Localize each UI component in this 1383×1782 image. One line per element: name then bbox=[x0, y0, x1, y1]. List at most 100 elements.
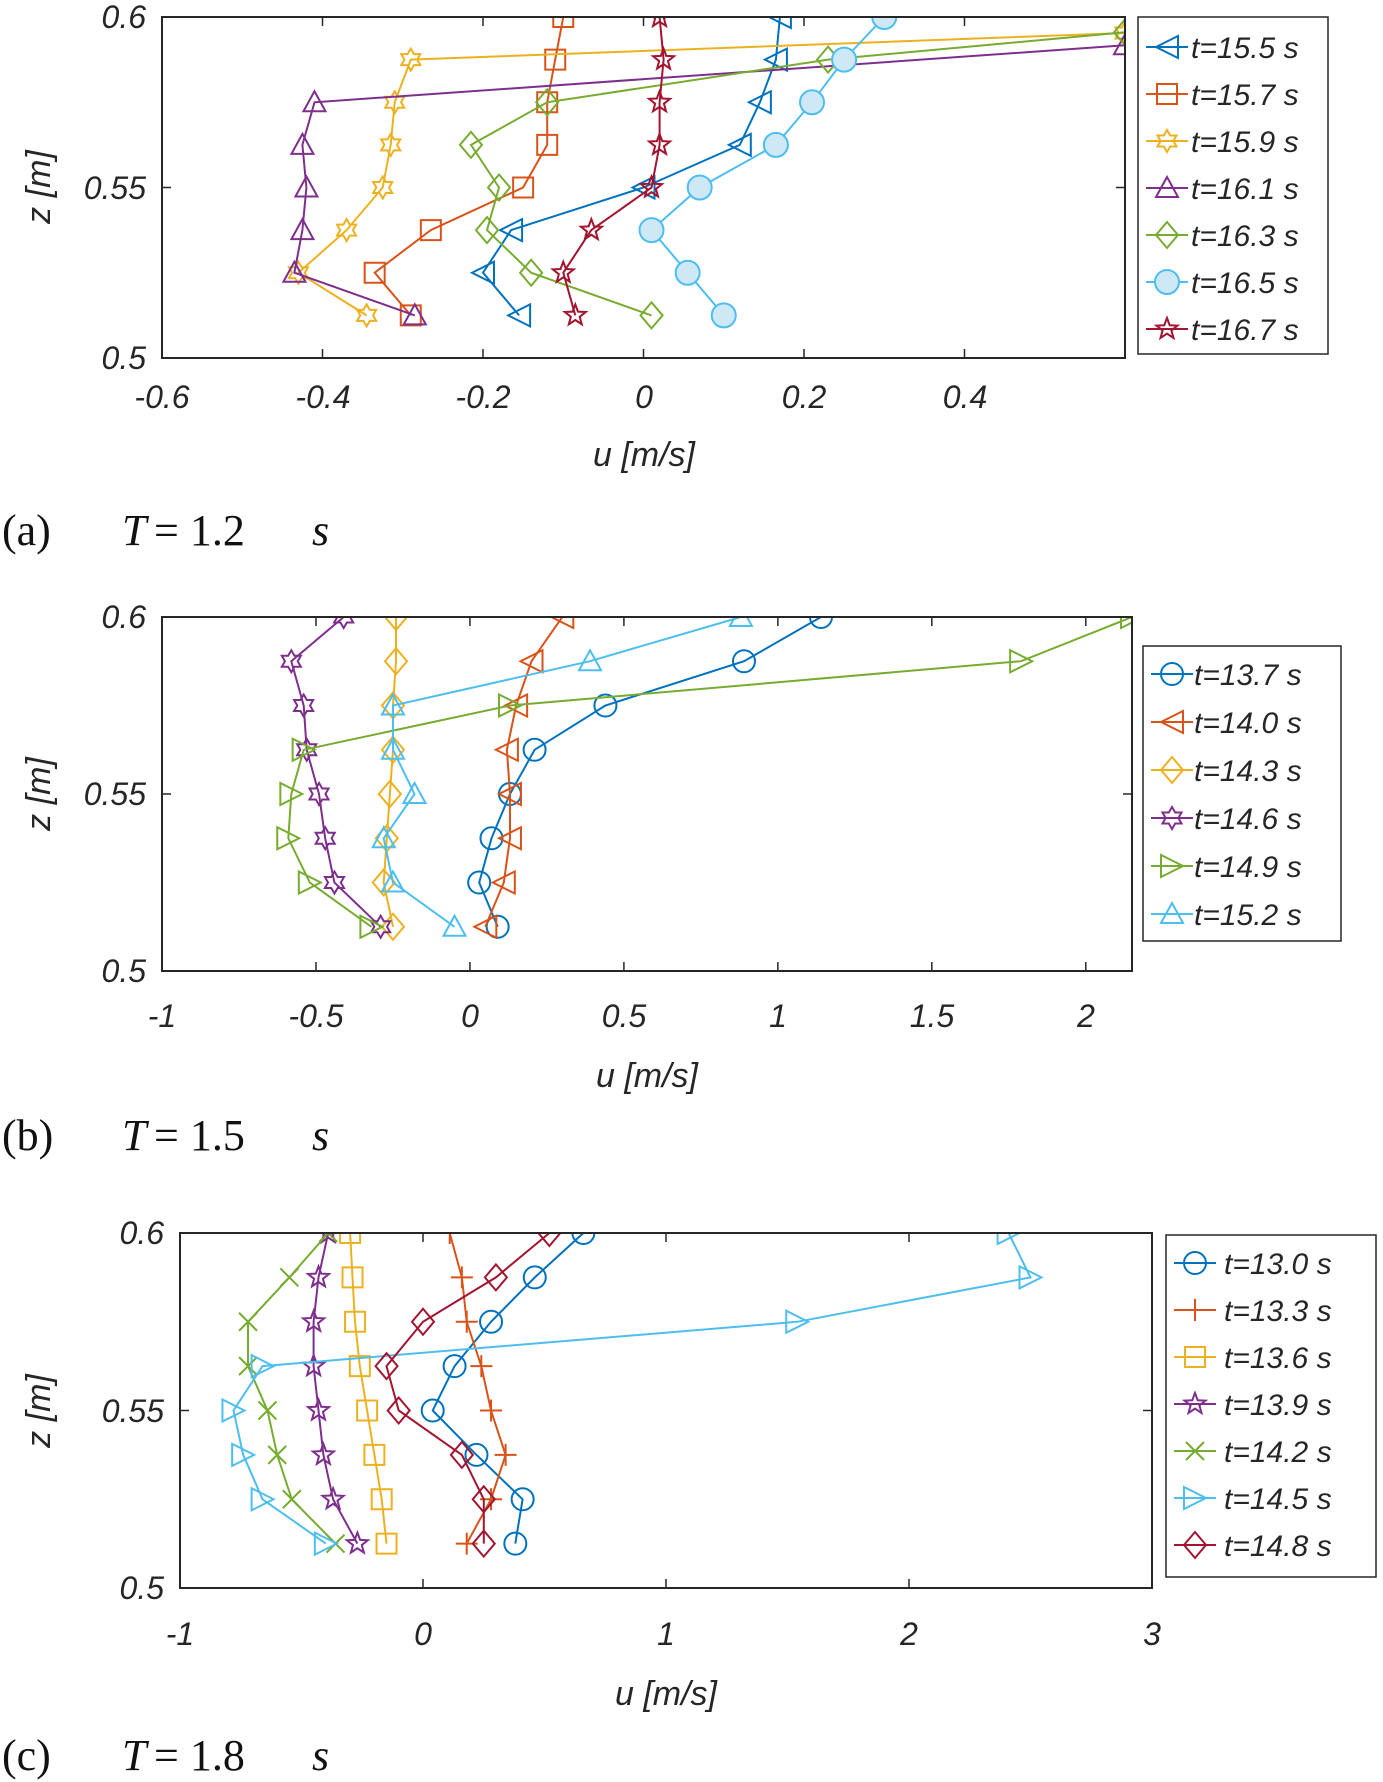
data-point bbox=[505, 302, 532, 328]
caption-var: T bbox=[122, 506, 150, 555]
panel-a-ytick-label: 0.6 bbox=[102, 0, 147, 35]
data-point bbox=[485, 914, 510, 939]
series-t-16.7-s bbox=[550, 17, 677, 327]
panel-c-xtick-label: 0 bbox=[414, 1616, 432, 1652]
data-point bbox=[332, 617, 355, 630]
panel-a-xtick-label: 0 bbox=[635, 379, 653, 415]
data-point bbox=[279, 781, 305, 807]
data-point bbox=[399, 46, 423, 73]
data-point bbox=[1113, 20, 1125, 47]
legend-swatch bbox=[1174, 1390, 1216, 1416]
series-line bbox=[478, 617, 822, 928]
data-point bbox=[470, 1355, 493, 1378]
panel-c-xtick-label: -1 bbox=[166, 1616, 194, 1652]
legend-marker bbox=[1154, 174, 1180, 198]
legend-swatch bbox=[1174, 1299, 1216, 1321]
data-point bbox=[305, 1263, 332, 1289]
series-t-14.9-s bbox=[276, 617, 1132, 940]
panel-a: -0.6 -0.4 -0.2 0 0.2 0.4 0.5 0.55 0.6 u … bbox=[2, 0, 1329, 555]
data-point bbox=[320, 1233, 337, 1245]
panel-a-legend-box bbox=[1137, 16, 1329, 355]
caption-var: T bbox=[122, 1731, 150, 1780]
data-point bbox=[467, 870, 492, 895]
legend-swatch bbox=[1151, 853, 1193, 879]
data-point bbox=[831, 46, 858, 73]
data-point bbox=[646, 131, 673, 157]
data-point bbox=[550, 258, 577, 284]
panel-a-ylabel: z [m] bbox=[20, 149, 58, 225]
data-point bbox=[638, 173, 665, 199]
data-point bbox=[282, 1489, 302, 1509]
data-point bbox=[490, 869, 516, 896]
caption-prefix: (b) bbox=[2, 1111, 53, 1160]
panel-b-yticks: 0.5 0.55 0.6 bbox=[84, 599, 146, 989]
panel-a-ytick-label: 0.55 bbox=[84, 170, 146, 206]
data-point bbox=[674, 259, 701, 286]
data-point bbox=[728, 617, 754, 627]
series-line bbox=[290, 617, 382, 928]
legend-label: t=13.6 s bbox=[1224, 1342, 1332, 1375]
caption-eq: = 1.8 bbox=[154, 1731, 245, 1780]
data-point bbox=[996, 1233, 1022, 1246]
panel-b-caption: (b) T = 1.5 s bbox=[2, 1111, 329, 1160]
panel-a-caption: (a) T = 1.2 s bbox=[2, 506, 329, 555]
series-t-13.0-s bbox=[420, 1233, 596, 1556]
data-point bbox=[297, 869, 324, 896]
data-point bbox=[480, 1399, 503, 1422]
data-point bbox=[571, 1233, 596, 1245]
panel-c-ytick-label: 0.5 bbox=[120, 1570, 165, 1606]
data-point bbox=[231, 1442, 257, 1468]
legend-swatch bbox=[1174, 1530, 1216, 1560]
data-point bbox=[518, 258, 544, 288]
panel-c-xlabel: u [m/s] bbox=[615, 1675, 719, 1713]
panel-c-ylabel: z [m] bbox=[20, 1373, 58, 1449]
data-point bbox=[339, 1233, 362, 1244]
panel-a-xlabel: u [m/s] bbox=[593, 436, 697, 474]
panel-c-caption: (c) T = 1.8 s bbox=[2, 1731, 329, 1780]
data-point bbox=[267, 1445, 287, 1465]
data-point bbox=[486, 172, 512, 203]
data-point bbox=[380, 736, 406, 760]
panel-b-xtick-label: -0.5 bbox=[288, 998, 343, 1034]
panel-b-legend: t=13.7 s t=14.0 s t=14.3 s t=14.6 s t=14… bbox=[1142, 645, 1342, 942]
data-point bbox=[1018, 1264, 1044, 1290]
series-t-15.5-s bbox=[469, 17, 792, 328]
legend-label: t=15.9 s bbox=[1191, 126, 1299, 159]
legend-label: t=16.5 s bbox=[1191, 267, 1299, 300]
caption-unit: s bbox=[312, 506, 329, 555]
data-point bbox=[871, 17, 898, 30]
data-point bbox=[281, 259, 308, 283]
data-point bbox=[646, 88, 673, 114]
panel-b-xtick-label: 1.5 bbox=[910, 998, 955, 1034]
data-point bbox=[420, 1398, 445, 1423]
data-point bbox=[348, 1355, 371, 1378]
data-point bbox=[544, 48, 567, 71]
data-point bbox=[343, 1310, 366, 1333]
data-point bbox=[238, 1356, 258, 1376]
data-point bbox=[371, 174, 394, 201]
legend-marker bbox=[1153, 34, 1179, 60]
legend-marker bbox=[1183, 1251, 1207, 1275]
caption-var: T bbox=[122, 1111, 150, 1160]
panel-b: -1 -0.5 0 0.5 1 1.5 2 0.5 0.55 0.6 u [m/… bbox=[2, 599, 1342, 1160]
data-point bbox=[279, 1267, 300, 1288]
panel-b-xtick-label: 0.5 bbox=[602, 998, 647, 1034]
panel-a-series bbox=[281, 17, 1125, 330]
series-t-13.6-s bbox=[339, 1233, 398, 1555]
legend-swatch bbox=[1146, 220, 1188, 250]
data-point bbox=[726, 132, 752, 158]
tick-marks bbox=[161, 616, 1132, 972]
legend-marker bbox=[1184, 1299, 1206, 1321]
data-point bbox=[762, 131, 789, 158]
legend-label: t=13.9 s bbox=[1224, 1389, 1332, 1422]
panel-a-xtick-label: 0.2 bbox=[782, 379, 827, 415]
data-point bbox=[479, 1309, 504, 1334]
series-t-13.7-s bbox=[467, 617, 833, 939]
legend-swatch bbox=[1151, 662, 1193, 686]
data-point bbox=[455, 1532, 478, 1555]
data-point bbox=[808, 617, 833, 629]
caption-eq: = 1.5 bbox=[154, 1111, 245, 1160]
legend-marker bbox=[1153, 315, 1181, 341]
data-point bbox=[496, 781, 522, 807]
data-point bbox=[238, 1312, 258, 1332]
